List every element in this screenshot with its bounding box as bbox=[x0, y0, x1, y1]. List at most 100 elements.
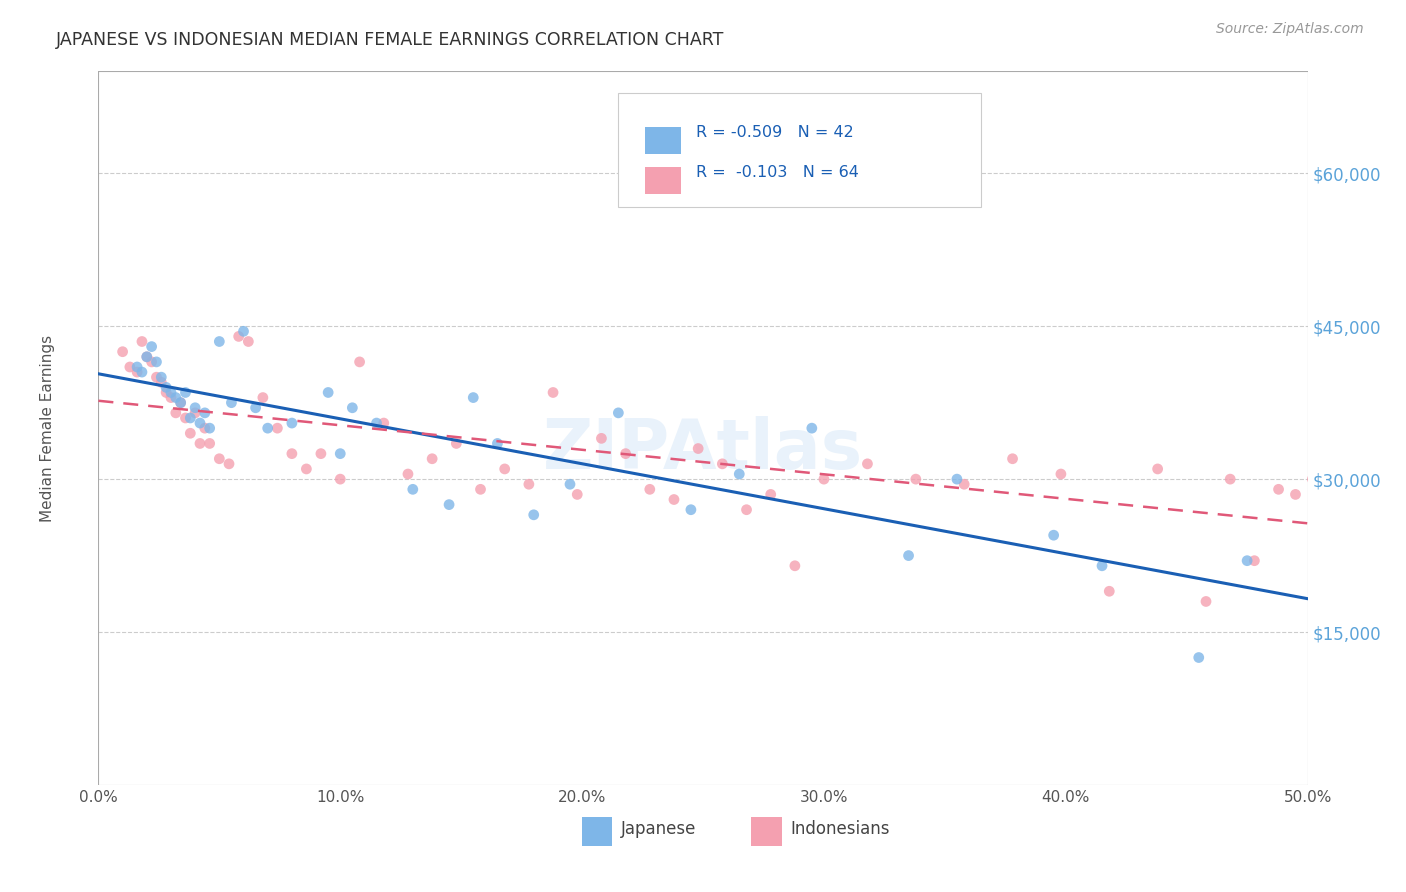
Point bbox=[131, 365, 153, 379]
Point bbox=[711, 457, 734, 471]
Point bbox=[1195, 594, 1218, 608]
Point bbox=[316, 385, 339, 400]
Point bbox=[118, 359, 141, 374]
Point bbox=[420, 451, 443, 466]
Point bbox=[813, 472, 835, 486]
Point bbox=[638, 483, 661, 497]
Point bbox=[688, 442, 710, 456]
Point bbox=[1236, 554, 1258, 568]
Point bbox=[953, 477, 976, 491]
Point bbox=[150, 370, 173, 384]
Point bbox=[517, 477, 540, 491]
Point bbox=[281, 447, 304, 461]
Point bbox=[266, 421, 288, 435]
Text: JAPANESE VS INDONESIAN MEDIAN FEMALE EARNINGS CORRELATION CHART: JAPANESE VS INDONESIAN MEDIAN FEMALE EAR… bbox=[56, 31, 724, 49]
Point bbox=[174, 385, 197, 400]
Point bbox=[1243, 554, 1265, 568]
Point bbox=[946, 472, 969, 486]
Point bbox=[1050, 467, 1073, 481]
Point bbox=[728, 467, 751, 481]
Point bbox=[179, 426, 201, 441]
Point bbox=[174, 411, 197, 425]
Point bbox=[1188, 650, 1211, 665]
Point bbox=[897, 549, 920, 563]
Point bbox=[1267, 483, 1289, 497]
Point bbox=[679, 502, 702, 516]
Point bbox=[349, 355, 371, 369]
FancyBboxPatch shape bbox=[582, 817, 613, 846]
Point bbox=[145, 370, 167, 384]
Point bbox=[662, 492, 685, 507]
FancyBboxPatch shape bbox=[645, 168, 682, 194]
Point bbox=[541, 385, 564, 400]
Point bbox=[558, 477, 581, 491]
Point bbox=[256, 421, 278, 435]
Point bbox=[800, 421, 823, 435]
Point bbox=[366, 416, 388, 430]
Text: Japanese: Japanese bbox=[621, 821, 696, 838]
Point bbox=[169, 395, 191, 409]
Point bbox=[486, 436, 509, 450]
Point bbox=[184, 401, 207, 415]
Point bbox=[208, 451, 231, 466]
Point bbox=[127, 359, 149, 374]
Point bbox=[463, 391, 485, 405]
Point bbox=[188, 416, 211, 430]
Point bbox=[856, 457, 879, 471]
Point bbox=[567, 487, 589, 501]
Point bbox=[607, 406, 630, 420]
Point bbox=[446, 436, 468, 450]
Point bbox=[494, 462, 516, 476]
FancyBboxPatch shape bbox=[619, 93, 981, 207]
Point bbox=[245, 401, 267, 415]
Point bbox=[141, 340, 163, 354]
Point bbox=[111, 344, 134, 359]
Point bbox=[437, 498, 460, 512]
Point bbox=[614, 447, 637, 461]
Point bbox=[218, 457, 240, 471]
Point bbox=[402, 483, 425, 497]
Point bbox=[295, 462, 318, 476]
Point bbox=[1364, 462, 1386, 476]
Point bbox=[1146, 462, 1168, 476]
Point bbox=[1091, 558, 1114, 573]
Point bbox=[1042, 528, 1064, 542]
Point bbox=[396, 467, 419, 481]
Point bbox=[160, 385, 183, 400]
Text: R =  -0.103   N = 64: R = -0.103 N = 64 bbox=[696, 165, 859, 180]
Point bbox=[179, 411, 201, 425]
Text: ZIPAtlas: ZIPAtlas bbox=[543, 416, 863, 483]
Point bbox=[1320, 483, 1343, 497]
Point bbox=[1284, 487, 1306, 501]
Text: Median Female Earnings: Median Female Earnings bbox=[41, 334, 55, 522]
Point bbox=[194, 406, 217, 420]
Point bbox=[238, 334, 260, 349]
Point bbox=[470, 483, 492, 497]
Point bbox=[184, 406, 207, 420]
Point bbox=[145, 355, 167, 369]
Point bbox=[127, 365, 149, 379]
Point bbox=[329, 472, 352, 486]
Point bbox=[135, 350, 157, 364]
Text: Indonesians: Indonesians bbox=[790, 821, 890, 838]
Text: Source: ZipAtlas.com: Source: ZipAtlas.com bbox=[1216, 22, 1364, 37]
Point bbox=[1001, 451, 1024, 466]
Point bbox=[1219, 472, 1241, 486]
Point bbox=[329, 447, 352, 461]
Point bbox=[165, 391, 187, 405]
FancyBboxPatch shape bbox=[645, 128, 682, 154]
Point bbox=[160, 391, 183, 405]
Point bbox=[198, 421, 221, 435]
Point bbox=[1301, 472, 1323, 486]
Point bbox=[228, 329, 250, 343]
Point bbox=[221, 395, 243, 409]
Point bbox=[759, 487, 782, 501]
Point bbox=[194, 421, 217, 435]
Point bbox=[155, 380, 177, 394]
Point bbox=[309, 447, 332, 461]
Point bbox=[1340, 487, 1362, 501]
Point bbox=[591, 431, 613, 445]
Point bbox=[342, 401, 364, 415]
Point bbox=[131, 334, 153, 349]
Point bbox=[904, 472, 927, 486]
